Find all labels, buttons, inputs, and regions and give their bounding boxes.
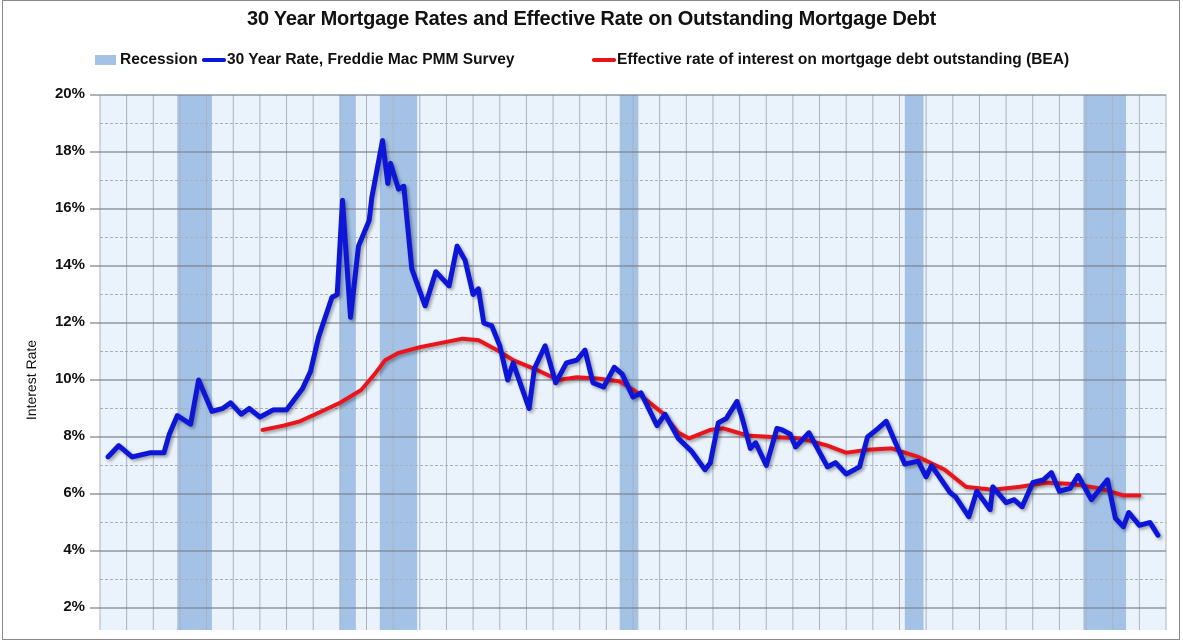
red-line-swatch-icon [592,58,616,62]
recession-band [339,95,356,630]
recession-band [619,95,639,630]
y-tick-label: 10% [54,370,85,387]
y-tick-label: 18% [54,142,85,159]
series-lines [105,138,1161,538]
legend-item-recession: Recession [95,51,198,69]
gridlines [90,94,1167,630]
legend-label: Effective rate of interest on mortgage d… [617,51,1070,68]
blue-line-swatch-icon [202,58,226,62]
y-tick-label: 4% [63,541,85,558]
series-line [260,336,1142,498]
recession-band [904,95,924,630]
y-tick-label: 14% [54,256,85,273]
y-tick-label: 2% [63,598,85,615]
legend-item-30yr-rate: 30 Year Rate, Freddie Mac PMM Survey [202,51,514,69]
series-line [105,138,1161,538]
recession-swatch-icon [95,55,116,65]
chart-legend: Recession 30 Year Rate, Freddie Mac PMM … [0,51,1183,71]
legend-label: 30 Year Rate, Freddie Mac PMM Survey [227,51,515,68]
legend-item-effective-rate: Effective rate of interest on mortgage d… [592,51,1069,69]
chart-title: 30 Year Mortgage Rates and Effective Rat… [246,8,937,30]
y-tick-label: 16% [54,199,85,216]
y-tick-label: 12% [54,313,85,330]
legend-label: Recession [120,51,198,68]
y-tick-label: 6% [63,484,85,501]
y-tick-label: 20% [54,85,85,102]
y-tick-label: 8% [63,427,85,444]
recession-band [1083,95,1127,630]
